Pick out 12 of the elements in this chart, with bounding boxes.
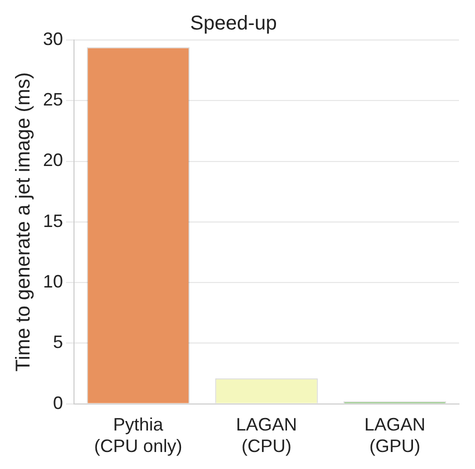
y-tick-label: 20 bbox=[42, 150, 64, 170]
y-axis-title: Time to generate a jet image (ms) bbox=[12, 72, 35, 372]
x-tick-label: Pythia (CPU only) bbox=[94, 414, 182, 456]
y-tick-label: 5 bbox=[53, 332, 64, 352]
y-tick-label: 15 bbox=[42, 210, 64, 231]
y-tick-label: 0 bbox=[53, 392, 64, 413]
y-tick-label: 25 bbox=[42, 90, 64, 110]
y-tick-label: 30 bbox=[42, 28, 64, 49]
x-tick-label: LAGAN (GPU) bbox=[364, 414, 426, 456]
y-tick-label: 10 bbox=[42, 272, 64, 292]
x-tick-label: LAGAN (CPU) bbox=[236, 414, 298, 456]
chart-title: Speed-up bbox=[190, 12, 277, 35]
